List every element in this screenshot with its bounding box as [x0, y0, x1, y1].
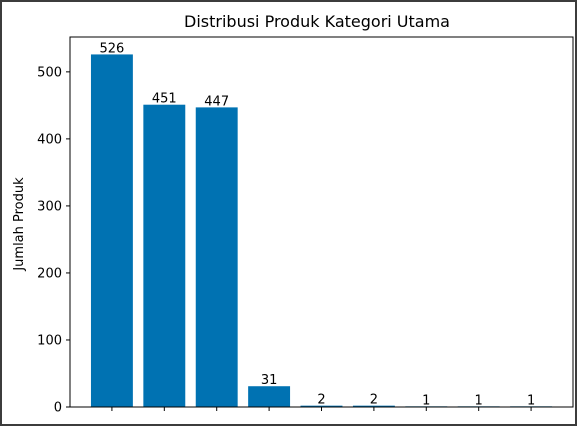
y-tick-label-0: 0: [54, 401, 62, 416]
bar-2: [143, 104, 186, 407]
data-labels-group: 526 451 447 31 2 2 1 1 1: [100, 41, 536, 408]
bar-1: [90, 54, 133, 407]
bar-4: [248, 386, 291, 407]
y-tick-label-100: 100: [37, 333, 62, 348]
bar-5: [300, 405, 343, 407]
chart-title: Distribusi Produk Kategori Utama: [184, 12, 450, 31]
data-label-1: 526: [100, 41, 125, 56]
data-label-5: 2: [317, 393, 325, 408]
data-label-4: 31: [261, 373, 278, 388]
y-axis-label: Jumlah Produk: [12, 177, 27, 272]
bars-group: [90, 54, 553, 407]
data-label-3: 447: [204, 94, 229, 109]
data-label-7: 1: [422, 393, 430, 408]
data-label-6: 2: [370, 393, 378, 408]
bar-3: [195, 107, 238, 407]
y-tick-label-500: 500: [37, 65, 62, 80]
data-label-2: 451: [152, 92, 177, 107]
plot-frame: [69, 36, 574, 408]
y-tick-label-400: 400: [37, 132, 62, 147]
data-label-9: 1: [527, 393, 535, 408]
y-tick-label-200: 200: [37, 266, 62, 281]
bar-6: [352, 405, 395, 407]
y-tick-label-300: 300: [37, 199, 62, 214]
y-ticks-group: 0 100 200 300 400 500: [37, 65, 70, 416]
x-ticks-group: [111, 407, 532, 411]
data-label-8: 1: [475, 393, 483, 408]
